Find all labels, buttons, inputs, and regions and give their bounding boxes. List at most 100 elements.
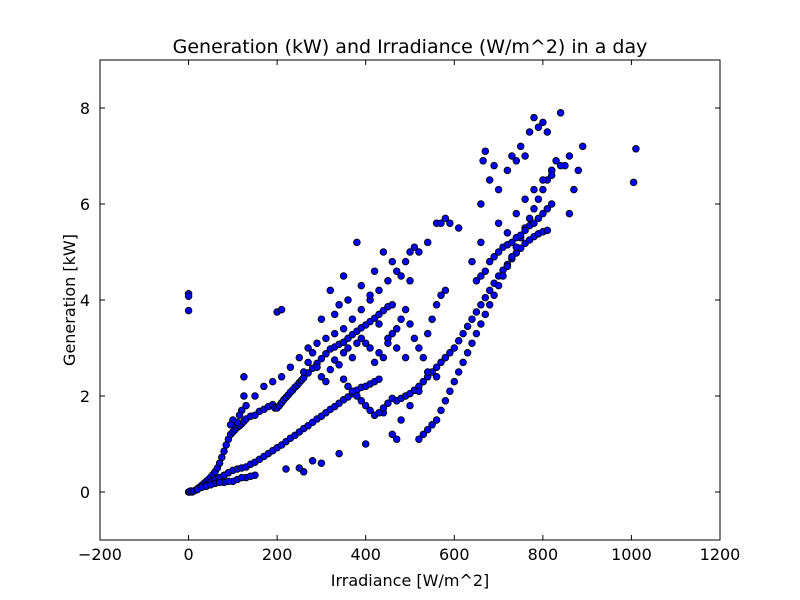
- data-point: [215, 478, 224, 487]
- chart-title: Generation (kW) and Irradiance (W/m^2) i…: [173, 36, 648, 58]
- data-point: [366, 406, 374, 415]
- data-point: [565, 152, 574, 160]
- data-point: [539, 185, 547, 194]
- x-tick-label: 400: [350, 545, 381, 564]
- data-point: [547, 200, 556, 208]
- data-point: [463, 322, 472, 331]
- data-point: [397, 272, 405, 280]
- x-tick-label: 0: [183, 545, 193, 564]
- data-point: [357, 397, 366, 405]
- data-point: [556, 109, 565, 117]
- y-tick-label: 2: [80, 387, 90, 406]
- data-point: [348, 353, 357, 362]
- data-point: [481, 267, 490, 275]
- data-point: [406, 277, 414, 285]
- data-point: [490, 161, 498, 170]
- data-point: [432, 416, 441, 424]
- data-point: [423, 368, 432, 376]
- data-point: [441, 353, 450, 362]
- data-point: [220, 447, 228, 455]
- data-point: [446, 387, 454, 395]
- data-point: [494, 219, 503, 227]
- data-point: [357, 281, 366, 290]
- data-point: [459, 329, 467, 338]
- data-point: [344, 296, 352, 304]
- data-point: [472, 277, 481, 285]
- data-point: [543, 226, 552, 235]
- data-point: [539, 209, 547, 218]
- data-point: [454, 368, 463, 376]
- data-point: [388, 301, 397, 309]
- data-point: [235, 411, 244, 419]
- data-point: [260, 382, 268, 391]
- x-axis-label: Irradiance [W/m^2]: [331, 571, 490, 590]
- data-point: [490, 253, 498, 261]
- data-point: [240, 392, 248, 400]
- data-point: [388, 329, 397, 338]
- data-point: [277, 305, 286, 314]
- data-point: [339, 272, 348, 280]
- data-point: [317, 459, 326, 467]
- data-point: [547, 171, 556, 179]
- data-point: [543, 128, 552, 136]
- data-point: [322, 377, 330, 386]
- data-point: [397, 416, 405, 424]
- data-point: [388, 430, 397, 439]
- data-point: [406, 320, 414, 328]
- data-point: [419, 430, 428, 439]
- data-point: [479, 157, 487, 165]
- data-point: [437, 358, 445, 367]
- data-point: [415, 387, 423, 395]
- data-point: [494, 248, 503, 256]
- data-point: [503, 229, 512, 237]
- data-point: [375, 349, 383, 357]
- data-point: [432, 301, 441, 309]
- data-point: [423, 425, 432, 434]
- y-axis: 0 2 4 6 8: [80, 99, 720, 502]
- data-point: [317, 354, 326, 363]
- data-point: [463, 349, 472, 357]
- data-point: [423, 329, 432, 338]
- data-point: [485, 301, 494, 309]
- data-point: [494, 281, 503, 290]
- data-point: [379, 353, 388, 362]
- data-point: [392, 344, 401, 352]
- data-point: [384, 339, 392, 347]
- data-point: [419, 353, 428, 362]
- data-point: [446, 349, 454, 357]
- data-point: [317, 373, 326, 381]
- data-point: [632, 145, 640, 153]
- data-point: [304, 344, 312, 352]
- data-point: [246, 472, 255, 480]
- data-point: [415, 248, 423, 256]
- data-point: [313, 363, 321, 371]
- data-point: [468, 257, 476, 266]
- x-tick-label: 1200: [700, 545, 741, 564]
- data-point: [335, 301, 343, 309]
- data-point: [419, 377, 428, 386]
- data-point: [543, 205, 552, 213]
- data-point: [392, 325, 401, 333]
- data-point: [304, 358, 312, 367]
- points-layer: [184, 109, 640, 496]
- data-point: [242, 401, 250, 410]
- data-point: [392, 267, 401, 275]
- data-point: [406, 248, 414, 256]
- data-point: [437, 406, 445, 415]
- x-tick-label: 1000: [611, 545, 652, 564]
- x-axis: −200 0 200 400 600 800 1000 1200: [78, 60, 740, 564]
- x-tick-label: 800: [528, 545, 559, 564]
- data-point: [556, 161, 565, 170]
- data-point: [330, 310, 339, 319]
- data-point: [218, 453, 226, 462]
- data-point: [375, 375, 383, 383]
- data-point: [525, 214, 534, 223]
- data-point: [401, 305, 410, 314]
- data-point: [481, 293, 490, 302]
- data-point: [375, 286, 383, 295]
- data-point: [428, 315, 436, 323]
- data-point: [240, 373, 248, 381]
- data-point: [534, 214, 543, 223]
- data-point: [534, 123, 543, 131]
- data-point: [485, 286, 494, 295]
